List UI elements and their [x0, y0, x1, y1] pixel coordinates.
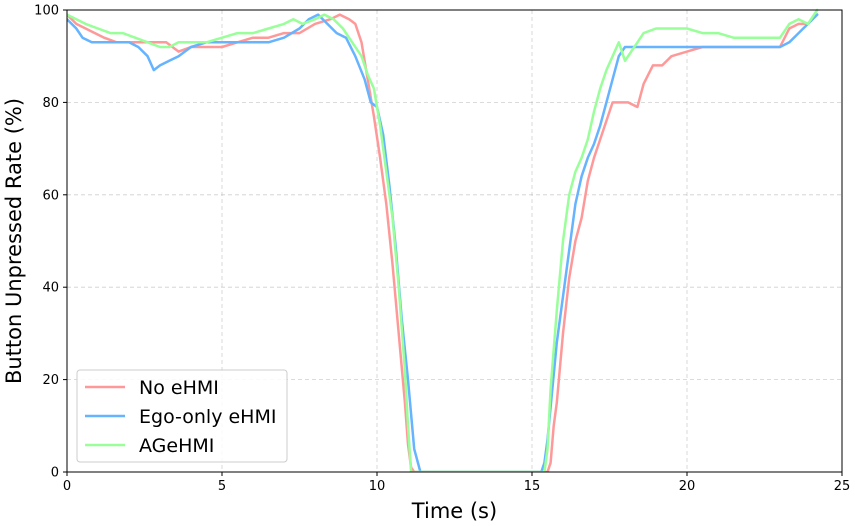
y-tick-label: 100 — [34, 4, 59, 19]
legend-label-agehmi: AGeHMI — [139, 435, 214, 457]
x-tick-label: 10 — [369, 479, 386, 494]
x-tick-label: 0 — [63, 479, 71, 494]
x-tick-label: 25 — [834, 479, 851, 494]
y-tick-label: 80 — [42, 96, 59, 111]
legend-label-no-ehmi: No eHMI — [139, 377, 219, 399]
y-tick-label: 20 — [42, 373, 59, 388]
series-line-agehmi — [67, 8, 819, 472]
y-axis-label: Button Unpressed Rate (%) — [2, 98, 26, 384]
series-line-ego-only-ehmi — [67, 13, 819, 472]
x-tick-label: 20 — [679, 479, 696, 494]
legend: No eHMI Ego-only eHMI AGeHMI — [76, 369, 288, 463]
x-tick-label: 5 — [218, 479, 226, 494]
axis-ticks: 0 5 10 15 20 25 0 20 40 60 80 100 — [34, 4, 850, 495]
legend-box — [76, 369, 288, 463]
y-tick-label: 60 — [42, 188, 59, 203]
y-tick-label: 40 — [42, 281, 59, 296]
x-tick-label: 15 — [524, 479, 541, 494]
series-group — [67, 8, 819, 472]
y-tick-label: 0 — [51, 466, 59, 481]
x-axis-label: Time (s) — [411, 499, 497, 523]
legend-label-ego-only-ehmi: Ego-only eHMI — [139, 406, 276, 428]
plot-frame — [66, 9, 843, 473]
